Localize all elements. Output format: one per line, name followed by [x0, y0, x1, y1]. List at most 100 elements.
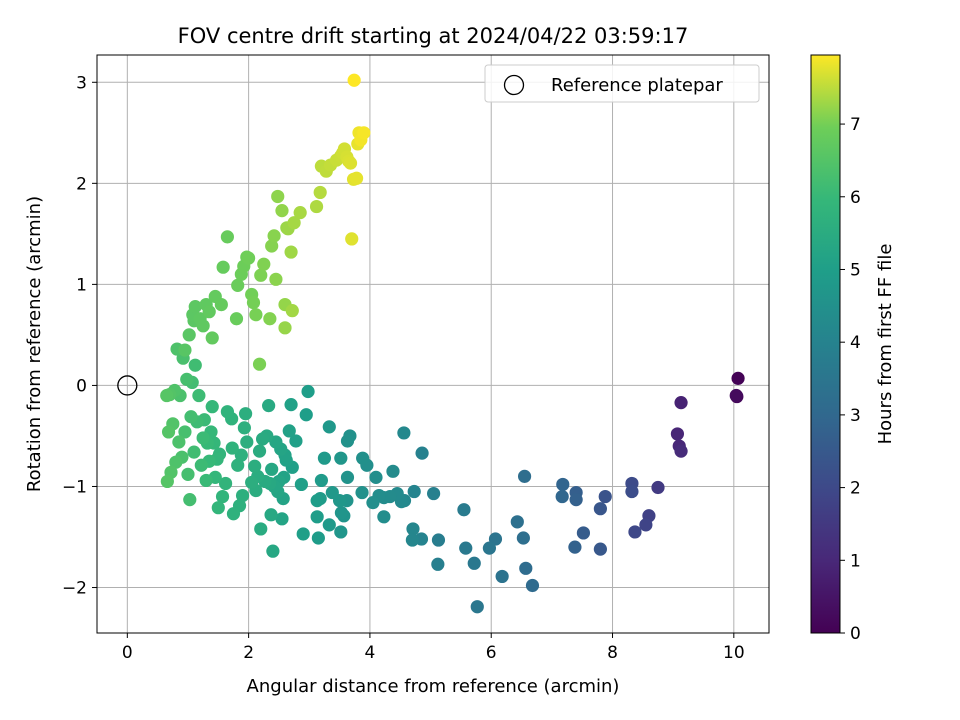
data-point	[187, 445, 201, 459]
data-point	[651, 480, 665, 495]
data-point	[218, 476, 233, 491]
data-point	[184, 410, 198, 424]
data-point	[369, 470, 383, 484]
y-tick-label: 1	[76, 275, 87, 295]
data-point	[343, 156, 358, 170]
data-point	[355, 485, 369, 500]
data-point	[349, 171, 364, 185]
data-point	[188, 300, 202, 314]
data-point	[225, 441, 239, 455]
data-point	[235, 488, 250, 503]
data-point	[431, 557, 445, 571]
data-point	[294, 477, 308, 492]
data-point	[555, 489, 569, 504]
data-point	[322, 518, 336, 532]
data-point	[407, 484, 421, 499]
data-point	[192, 388, 206, 403]
data-point	[598, 489, 612, 504]
data-point	[284, 245, 298, 259]
data-point	[459, 541, 473, 555]
data-point	[405, 533, 419, 547]
data-point	[628, 525, 642, 539]
data-point	[265, 462, 279, 476]
reference-point-marker	[117, 375, 138, 396]
data-point	[427, 486, 441, 501]
y-tick-label: 2	[76, 174, 87, 194]
data-point	[263, 312, 277, 326]
data-point	[625, 484, 639, 499]
colorbar-gradient	[810, 54, 841, 634]
data-point	[517, 469, 532, 483]
data-point	[311, 531, 325, 545]
data-point	[334, 525, 348, 539]
data-point	[220, 405, 234, 419]
data-point	[199, 473, 213, 488]
data-point	[264, 508, 278, 522]
colorbar-ticks: 0 1 2 3 4 5 6 7	[840, 115, 861, 644]
data-point	[334, 451, 348, 465]
data-point	[576, 526, 591, 540]
y-axis: −2 −1 0 1 2 3	[62, 73, 97, 599]
data-point	[556, 477, 570, 492]
data-point	[278, 321, 292, 335]
legend-box	[484, 64, 760, 103]
data-point	[231, 458, 245, 472]
data-point	[215, 489, 230, 504]
data-point	[275, 512, 289, 526]
data-point	[282, 424, 296, 438]
data-point	[516, 531, 530, 545]
data-point	[317, 451, 332, 465]
data-point	[674, 444, 688, 458]
data-point	[265, 239, 279, 253]
data-point	[731, 371, 745, 385]
data-point	[234, 448, 248, 462]
data-point	[457, 503, 471, 517]
data-point	[482, 541, 497, 555]
data-point	[569, 493, 583, 507]
data-point	[160, 388, 174, 403]
data-point	[246, 295, 261, 310]
x-tick-label: 8	[607, 643, 618, 663]
data-point	[202, 305, 216, 319]
data-point	[467, 556, 481, 570]
colorbar-tick-label: 4	[850, 333, 861, 353]
data-point	[310, 510, 324, 524]
data-point	[639, 518, 653, 532]
data-point	[271, 189, 285, 204]
x-axis: 0 2 4 6 8 10	[122, 633, 745, 663]
data-point	[284, 398, 298, 412]
data-point	[266, 544, 280, 558]
data-points	[160, 73, 745, 614]
data-point	[216, 260, 230, 274]
data-point	[377, 510, 391, 524]
data-point	[242, 251, 256, 265]
data-point	[285, 304, 299, 318]
data-point	[188, 358, 202, 372]
chart-title: FOV centre drift starting at 2024/04/22 …	[178, 24, 689, 48]
y-tick-label: 0	[76, 376, 87, 396]
data-point	[194, 458, 208, 472]
colorbar-tick-label: 6	[850, 188, 861, 208]
y-tick-label: −1	[62, 477, 87, 497]
data-point	[347, 73, 361, 87]
data-point	[229, 312, 244, 326]
data-point	[226, 507, 241, 521]
data-point	[172, 435, 186, 449]
data-point	[211, 501, 225, 515]
legend: Reference platepar	[484, 64, 760, 103]
data-point	[309, 199, 324, 214]
data-point	[470, 600, 484, 614]
data-point	[257, 257, 271, 271]
data-point	[366, 496, 380, 510]
data-point	[275, 204, 289, 218]
data-point	[269, 272, 283, 286]
data-point	[160, 474, 174, 489]
colorbar-tick-label: 0	[850, 624, 861, 644]
data-point	[593, 542, 607, 556]
data-point	[313, 185, 327, 200]
data-point	[519, 561, 533, 575]
data-point	[262, 399, 276, 413]
data-point	[431, 533, 446, 547]
data-point	[525, 578, 540, 593]
x-tick-label: 0	[122, 643, 133, 663]
